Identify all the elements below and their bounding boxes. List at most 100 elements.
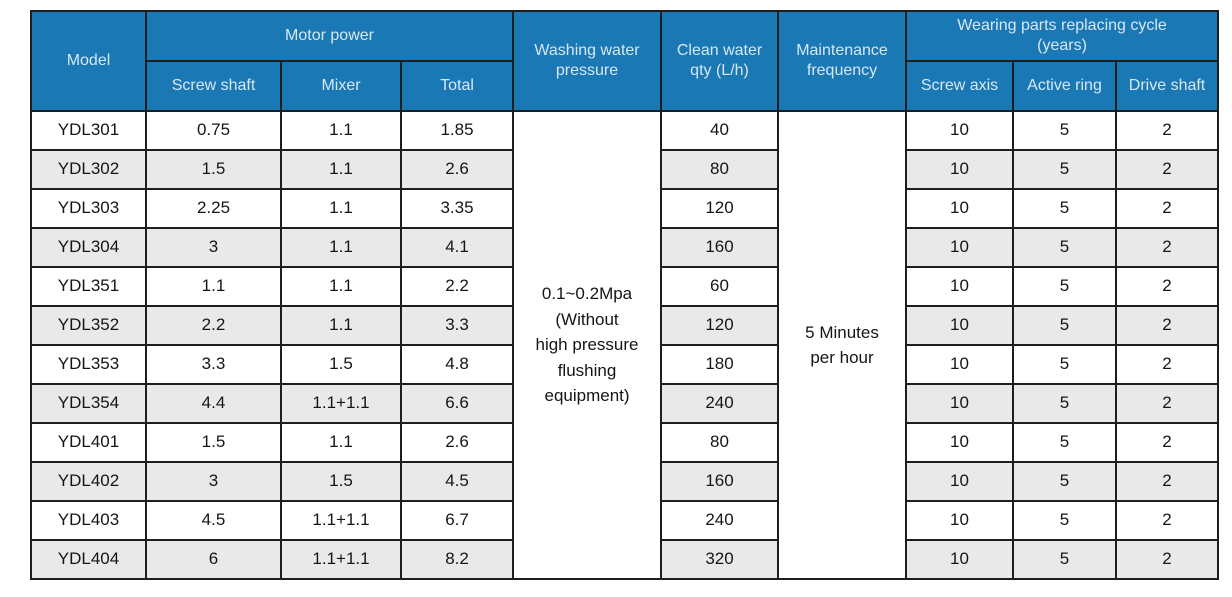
model-cell: YDL351 <box>30 266 147 307</box>
active-ring-cell: 5 <box>1012 266 1118 307</box>
active-ring-cell: 5 <box>1012 461 1118 502</box>
product-spec-table: Model Motor power Washing water pressure… <box>30 10 1220 580</box>
drive-shaft-cell: 2 <box>1115 227 1220 268</box>
clean-water-cell: 180 <box>660 344 780 385</box>
mixer-cell: 1.1 <box>280 266 402 307</box>
clean-water-cell: 160 <box>660 227 780 268</box>
clean-water-cell: 160 <box>660 461 780 502</box>
header-total: Total <box>399 60 515 112</box>
table-row: YDL351 1.1 1.1 2.2 60 10 5 2 <box>30 266 1220 307</box>
model-cell: YDL401 <box>30 422 147 463</box>
model-cell: YDL404 <box>30 539 147 580</box>
clean-water-cell: 240 <box>660 383 780 424</box>
model-cell: YDL402 <box>30 461 147 502</box>
clean-water-cell: 40 <box>660 110 780 151</box>
drive-shaft-cell: 2 <box>1115 539 1220 580</box>
screw-axis-cell: 10 <box>905 461 1015 502</box>
screw-shaft-cell: 4.5 <box>145 500 282 541</box>
clean-water-cell: 60 <box>660 266 780 307</box>
total-cell: 4.1 <box>399 227 515 268</box>
total-cell: 6.6 <box>399 383 515 424</box>
model-cell: YDL302 <box>30 149 147 190</box>
maintenance-frequency-cell: 5 Minutes per hour <box>777 110 908 580</box>
header-row-1: Model Motor power Washing water pressure… <box>30 10 1220 112</box>
clean-water-cell: 120 <box>660 305 780 346</box>
screw-axis-cell: 10 <box>905 539 1015 580</box>
model-cell: YDL352 <box>30 305 147 346</box>
total-cell: 2.6 <box>399 422 515 463</box>
active-ring-cell: 5 <box>1012 149 1118 190</box>
drive-shaft-cell: 2 <box>1115 188 1220 229</box>
screw-shaft-cell: 1.1 <box>145 266 282 307</box>
header-motor-power: Motor power <box>144 10 515 62</box>
model-cell: YDL303 <box>30 188 147 229</box>
active-ring-cell: 5 <box>1012 539 1118 580</box>
active-ring-cell: 5 <box>1012 383 1118 424</box>
mixer-cell: 1.1 <box>280 188 402 229</box>
model-cell: YDL403 <box>30 500 147 541</box>
mixer-cell: 1.1+1.1 <box>280 500 402 541</box>
screw-axis-cell: 10 <box>905 266 1015 307</box>
total-cell: 8.2 <box>399 539 515 580</box>
header-active-ring: Active ring <box>1012 60 1118 112</box>
header-row-2: Screw shaft Mixer Total Screw axis Activ… <box>31 60 1220 112</box>
mixer-cell: 1.1 <box>280 110 402 151</box>
drive-shaft-cell: 2 <box>1115 149 1220 190</box>
total-cell: 6.7 <box>399 500 515 541</box>
table-row: YDL352 2.2 1.1 3.3 120 10 5 2 <box>30 305 1220 346</box>
screw-axis-cell: 10 <box>905 422 1015 463</box>
washing-water-pressure-cell: 0.1~0.2Mpa (Without high pressure flushi… <box>512 110 663 580</box>
screw-shaft-cell: 2.2 <box>145 305 282 346</box>
mixer-cell: 1.1 <box>280 227 402 268</box>
total-cell: 3.35 <box>399 188 515 229</box>
drive-shaft-cell: 2 <box>1115 461 1220 502</box>
screw-axis-cell: 10 <box>905 344 1015 385</box>
header-washing-water-pressure: Washing water pressure <box>512 10 663 112</box>
total-cell: 4.5 <box>399 461 515 502</box>
table-body: YDL301 0.75 1.1 1.85 0.1~0.2Mpa (Without… <box>30 110 1220 580</box>
active-ring-cell: 5 <box>1012 344 1118 385</box>
screw-shaft-cell: 3.3 <box>145 344 282 385</box>
header-screw-axis: Screw axis <box>905 60 1015 112</box>
mixer-cell: 1.1 <box>280 422 402 463</box>
active-ring-cell: 5 <box>1012 110 1118 151</box>
active-ring-cell: 5 <box>1012 422 1118 463</box>
model-cell: YDL354 <box>30 383 147 424</box>
header-clean-water-qty: Clean water qty (L/h) <box>660 10 780 112</box>
model-cell: YDL304 <box>30 227 147 268</box>
screw-shaft-cell: 2.25 <box>145 188 282 229</box>
mixer-cell: 1.1 <box>280 305 402 346</box>
table-header: Model Motor power Washing water pressure… <box>30 10 1220 112</box>
mixer-cell: 1.1 <box>280 149 402 190</box>
screw-axis-cell: 10 <box>905 305 1015 346</box>
clean-water-cell: 120 <box>660 188 780 229</box>
screw-axis-cell: 10 <box>905 227 1015 268</box>
screw-shaft-cell: 3 <box>145 227 282 268</box>
table-row: YDL301 0.75 1.1 1.85 0.1~0.2Mpa (Without… <box>30 110 1220 580</box>
screw-shaft-cell: 4.4 <box>145 383 282 424</box>
header-wearing-parts-cycle: Wearing parts replacing cycle (years) <box>905 10 1220 62</box>
clean-water-cell: 80 <box>660 422 780 463</box>
mixer-cell: 1.1+1.1 <box>280 539 402 580</box>
header-model: Model <box>30 10 147 112</box>
screw-shaft-cell: 1.5 <box>145 149 282 190</box>
page: Model Motor power Washing water pressure… <box>30 10 1220 580</box>
active-ring-cell: 5 <box>1012 188 1118 229</box>
drive-shaft-cell: 2 <box>1115 266 1220 307</box>
screw-axis-cell: 10 <box>905 188 1015 229</box>
active-ring-cell: 5 <box>1012 500 1118 541</box>
header-screw-shaft: Screw shaft <box>145 60 282 112</box>
screw-shaft-cell: 1.5 <box>145 422 282 463</box>
mixer-cell: 1.5 <box>280 344 402 385</box>
table-row: YDL402 3 1.5 4.5 160 10 5 2 <box>30 461 1220 502</box>
total-cell: 2.6 <box>399 149 515 190</box>
total-cell: 1.85 <box>399 110 515 151</box>
total-cell: 2.2 <box>399 266 515 307</box>
active-ring-cell: 5 <box>1012 227 1118 268</box>
table-row: YDL401 1.5 1.1 2.6 80 10 5 2 <box>30 422 1220 463</box>
clean-water-cell: 320 <box>660 539 780 580</box>
header-mixer: Mixer <box>280 60 402 112</box>
header-drive-shaft: Drive shaft <box>1115 60 1220 112</box>
total-cell: 4.8 <box>399 344 515 385</box>
table-row: YDL302 1.5 1.1 2.6 80 10 5 2 <box>30 149 1220 190</box>
